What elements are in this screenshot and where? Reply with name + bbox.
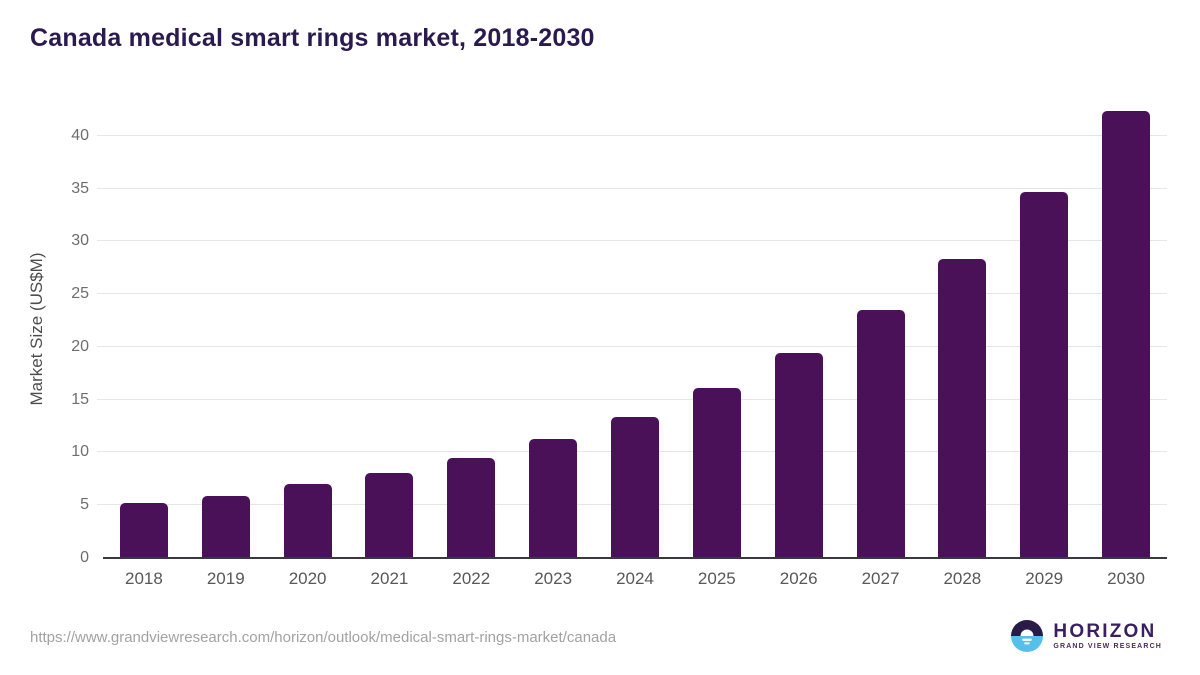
- bar-slot-2026: 2026: [758, 100, 840, 588]
- brand-text: HORIZON GRAND VIEW RESEARCH: [1053, 620, 1162, 651]
- x-tick-label-2021: 2021: [370, 569, 409, 588]
- plot-area: Market Size (US$M) 0 5 10 15 20 25 30 35 40 2018…: [27, 100, 1167, 588]
- brand-logo: HORIZON GRAND VIEW RESEARCH: [1010, 619, 1162, 653]
- bar-2028: [938, 259, 987, 558]
- bar-2019: [201, 495, 250, 558]
- bar-slot-2022: 2022: [430, 100, 512, 588]
- bar-slot-2030: 2030: [1085, 100, 1167, 588]
- y-tick-label-10: 10: [71, 443, 89, 461]
- horizon-logo-icon: [1011, 620, 1044, 652]
- y-tick-label-5: 5: [80, 496, 89, 514]
- bar-slot-2027: 2027: [840, 100, 922, 588]
- bar-2024: [610, 416, 659, 558]
- bar-2021: [365, 472, 414, 558]
- gridline-40: [97, 134, 1167, 136]
- bar-2023: [529, 438, 578, 558]
- bar-slot-2020: 2020: [267, 100, 349, 588]
- bar-2030: [1102, 110, 1151, 558]
- bar-slot-2018: 2018: [103, 100, 185, 588]
- bar-slot-2029: 2029: [1003, 100, 1085, 588]
- x-tick-label-2019: 2019: [206, 569, 245, 588]
- x-tick-label-2020: 2020: [288, 569, 327, 588]
- x-tick-label-2023: 2023: [534, 569, 573, 588]
- bar-2018: [119, 503, 168, 558]
- x-tick-label-2028: 2028: [943, 569, 982, 588]
- brand-name: HORIZON: [1053, 620, 1157, 642]
- gridline-20: [97, 345, 1167, 347]
- gridline-25: [97, 293, 1167, 295]
- bar-slot-2024: 2024: [594, 100, 676, 588]
- y-tick-label-15: 15: [71, 390, 89, 408]
- x-axis-line: [103, 557, 1167, 559]
- x-tick-label-2030: 2030: [1107, 569, 1145, 588]
- x-tick-label-2018: 2018: [125, 569, 163, 588]
- y-tick-label-40: 40: [71, 126, 89, 144]
- y-tick-label-20: 20: [71, 337, 89, 355]
- source-url: https://www.grandviewresearch.com/horizo…: [30, 629, 617, 646]
- bars-container: 2018 2019 2020 2021 2022 2023 2024 2025 2026 2027…: [103, 100, 1167, 588]
- x-tick-label-2022: 2022: [452, 569, 491, 588]
- y-axis-title: Market Size (US$M): [27, 252, 46, 406]
- bar-2025: [692, 388, 741, 558]
- gridline-35: [97, 187, 1167, 189]
- bar-2020: [283, 484, 332, 558]
- bar-2022: [447, 457, 496, 558]
- y-tick-label-35: 35: [71, 179, 89, 197]
- bar-slot-2021: 2021: [349, 100, 431, 588]
- bar-2027: [856, 310, 905, 558]
- gridline-15: [97, 398, 1167, 400]
- x-tick-label-2027: 2027: [861, 569, 900, 588]
- y-tick-label-25: 25: [71, 285, 89, 303]
- y-tick-label-0: 0: [80, 549, 89, 566]
- x-tick-label-2024: 2024: [616, 569, 654, 588]
- bar-slot-2025: 2025: [676, 100, 758, 588]
- bar-slot-2019: 2019: [185, 100, 267, 588]
- y-tick-label-30: 30: [71, 232, 89, 250]
- x-tick-label-2029: 2029: [1025, 569, 1064, 588]
- chart-title: Canada medical smart rings market, 2018-…: [30, 24, 595, 52]
- bar-slot-2028: 2028: [921, 100, 1003, 588]
- bar-2026: [774, 353, 823, 558]
- bar-2029: [1020, 191, 1069, 558]
- gridline-30: [97, 240, 1167, 242]
- x-tick-label-2025: 2025: [697, 569, 736, 588]
- brand-subtitle: GRAND VIEW RESEARCH: [1053, 643, 1162, 651]
- bar-slot-2023: 2023: [512, 100, 594, 588]
- x-tick-label-2026: 2026: [779, 569, 818, 588]
